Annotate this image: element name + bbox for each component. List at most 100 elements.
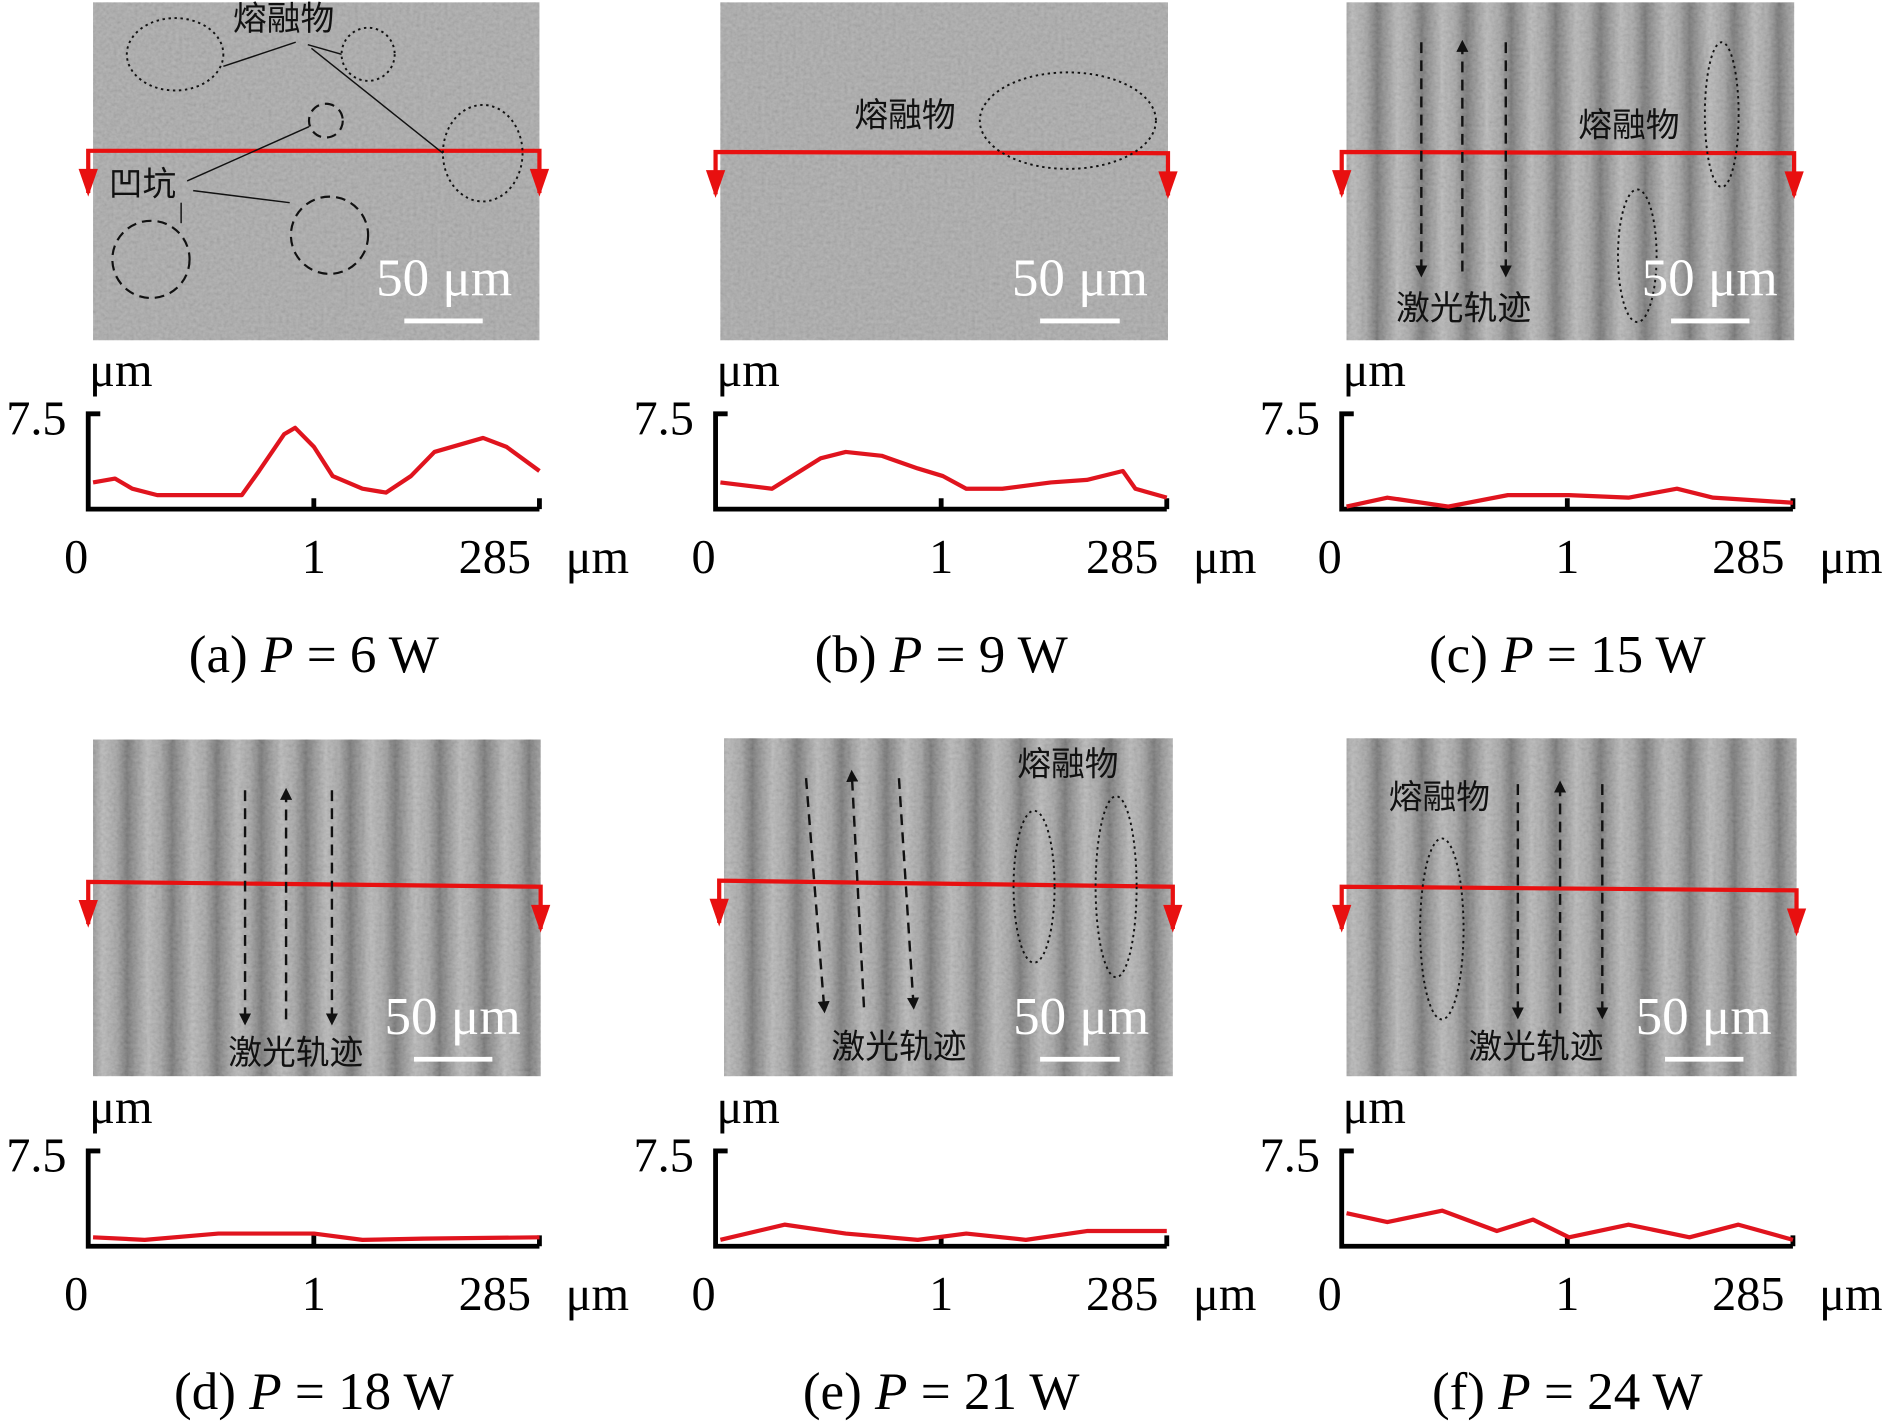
x-tick-label: 0 <box>1318 531 1342 584</box>
panel-caption: (e) P = 21 W <box>803 1363 1080 1421</box>
arrow-down-icon <box>530 904 551 933</box>
y-unit-label: μm <box>716 344 779 397</box>
profile-chart: μm 7.5 0 1 285 μm <box>634 344 1257 584</box>
panel-b: 熔融物 50 μm μm 7.5 0 1 285 μm (b) P = 9 W <box>634 2 1257 684</box>
laser-track-label: 激光轨迹 <box>228 1034 363 1072</box>
x-tick-label: 285 <box>1086 531 1158 584</box>
caption-value: = 15 W <box>1534 626 1706 684</box>
scale-bar-label: 50 μm <box>385 988 521 1046</box>
y-unit-label: μm <box>1343 1081 1406 1134</box>
caption-label: (a) <box>189 626 261 684</box>
axes <box>713 411 1167 512</box>
caption-value: = 6 W <box>293 626 438 684</box>
y-max-label: 7.5 <box>1260 1129 1320 1182</box>
molten-region-ellipse <box>978 71 1157 170</box>
pit-circle <box>307 102 344 139</box>
profile-line <box>719 1222 1167 1242</box>
x-tick-label: 285 <box>459 1268 531 1321</box>
x-tick-label: 1 <box>302 1268 326 1321</box>
caption-value: = 9 W <box>922 626 1067 684</box>
arrow-down-icon <box>1332 170 1352 198</box>
caption-variable: P <box>889 626 922 684</box>
pit-label: 凹坑 <box>109 165 177 203</box>
molten-region-ellipse <box>340 26 396 82</box>
arrow-down-icon <box>1163 904 1183 933</box>
molten-region-ellipse <box>1419 837 1465 1021</box>
micrograph-texture <box>93 739 541 1077</box>
profile-line <box>1346 486 1794 509</box>
profile-chart: μm 7.5 0 1 285 μm <box>6 1081 629 1321</box>
x-tick-label: 0 <box>64 1268 88 1321</box>
scan-line <box>1332 884 1807 937</box>
panel-caption: (b) P = 9 W <box>815 626 1068 684</box>
x-tick-label: 1 <box>302 531 326 584</box>
laser-track-arrow-icon <box>897 778 920 1010</box>
micrograph-texture <box>724 738 1173 1077</box>
y-max-label: 7.5 <box>634 392 694 445</box>
molten-region-ellipse <box>441 103 524 203</box>
scan-line <box>705 149 1178 200</box>
molten-label: 熔融物 <box>233 0 334 38</box>
y-unit-label: μm <box>89 1081 152 1134</box>
panel-caption: (d) P = 18 W <box>174 1363 454 1421</box>
caption-label: (f) <box>1432 1363 1498 1421</box>
scan-line <box>1332 149 1804 200</box>
y-unit-label: μm <box>1343 344 1406 397</box>
micrograph: 激光轨迹 50 μm <box>78 739 551 1077</box>
y-unit-label: μm <box>89 344 152 397</box>
x-tick-label: 285 <box>1086 1268 1158 1321</box>
molten-region-ellipse <box>1094 795 1138 979</box>
y-unit-label: μm <box>716 1081 779 1134</box>
y-max-label: 7.5 <box>634 1129 694 1182</box>
micrograph: 熔融物 50 μm <box>705 2 1178 341</box>
x-tick-label: 1 <box>929 1268 953 1321</box>
panel-caption: (c) P = 15 W <box>1429 626 1706 684</box>
panel-caption: (f) P = 24 W <box>1432 1363 1703 1421</box>
x-tick-label: 285 <box>1712 531 1784 584</box>
leader-line <box>310 47 444 154</box>
y-max-label: 7.5 <box>6 392 66 445</box>
profile-chart: μm 7.5 0 1 285 μm <box>1260 344 1883 584</box>
caption-variable: P <box>248 1363 281 1421</box>
caption-variable: P <box>874 1363 907 1421</box>
leader-line <box>186 126 310 182</box>
x-unit-label: μm <box>1819 1268 1882 1321</box>
molten-region-ellipse <box>1703 41 1740 188</box>
laser-track-arrow-icon <box>804 778 830 1014</box>
caption-variable: P <box>1500 626 1533 684</box>
panel-caption: (a) P = 6 W <box>189 626 439 684</box>
caption-label: (c) <box>1429 626 1501 684</box>
molten-region-ellipse <box>1617 188 1658 324</box>
x-tick-label: 1 <box>1555 1268 1579 1321</box>
axes <box>1339 1148 1793 1249</box>
x-tick-label: 0 <box>691 531 715 584</box>
profile-chart: μm 7.5 0 1 285 μm <box>6 344 629 584</box>
molten-label: 熔融物 <box>1017 746 1118 784</box>
arrow-down-icon <box>78 899 98 928</box>
pit-circle <box>111 219 191 300</box>
arrow-down-icon <box>709 898 729 927</box>
x-tick-label: 1 <box>929 531 953 584</box>
arrow-down-icon <box>1332 904 1352 933</box>
scale-bar-label: 50 μm <box>1636 988 1772 1046</box>
profile-line <box>92 425 541 498</box>
scale-bar-label: 50 μm <box>1642 250 1778 308</box>
scan-line <box>78 148 550 197</box>
y-max-label: 7.5 <box>6 1129 66 1182</box>
profile-line <box>1346 1208 1794 1242</box>
caption-variable: P <box>1497 1363 1530 1421</box>
profile-chart: μm 7.5 0 1 285 μm <box>634 1081 1257 1321</box>
x-tick-label: 0 <box>691 1268 715 1321</box>
laser-track-label: 激光轨迹 <box>1468 1028 1603 1066</box>
leader-line <box>307 43 342 55</box>
arrow-down-icon <box>1158 171 1178 200</box>
x-unit-label: μm <box>566 1268 629 1321</box>
